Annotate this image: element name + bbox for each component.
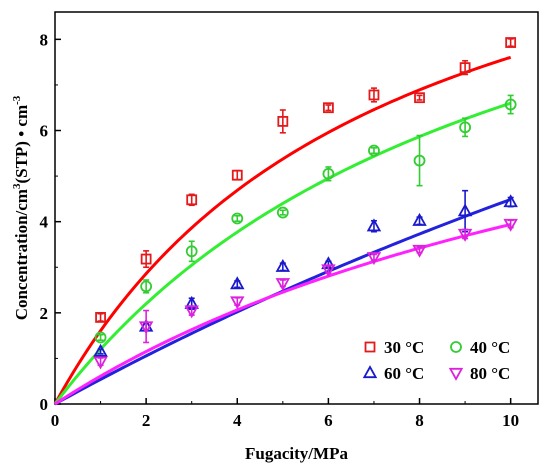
legend-label: 80 °C bbox=[470, 364, 510, 383]
data-point bbox=[186, 194, 198, 206]
y-axis-title-sup2: -3 bbox=[11, 95, 23, 105]
x-axis-title: Fugacity/MPa bbox=[245, 444, 348, 463]
data-point bbox=[459, 121, 471, 134]
fit-curve bbox=[53, 55, 512, 405]
y-tick-label: 6 bbox=[40, 122, 49, 141]
legend: 30 °C 40 °C 60 °C 80 °C bbox=[362, 338, 510, 383]
legend-marker bbox=[450, 341, 462, 353]
data-point bbox=[184, 305, 199, 319]
y-tick-label: 0 bbox=[40, 395, 49, 414]
fit-curve bbox=[54, 222, 512, 406]
data-point bbox=[503, 194, 518, 208]
axes bbox=[54, 11, 539, 405]
x-tick-label: 4 bbox=[233, 411, 242, 430]
y-axis-title: Concentration/cm3(STP) • cm-3 bbox=[11, 95, 31, 320]
data-point bbox=[230, 276, 245, 290]
data-point bbox=[457, 203, 473, 217]
data-point bbox=[459, 62, 471, 74]
fit-curves bbox=[53, 55, 512, 406]
data-points bbox=[93, 37, 518, 370]
data-point bbox=[140, 253, 152, 265]
data-point bbox=[412, 212, 427, 226]
data-point bbox=[413, 154, 426, 167]
data-point bbox=[140, 280, 153, 293]
data-point bbox=[368, 89, 380, 101]
data-point bbox=[322, 102, 334, 114]
data-point bbox=[94, 331, 107, 344]
data-point bbox=[276, 206, 289, 219]
data-point bbox=[231, 212, 244, 225]
legend-label: 30 °C bbox=[384, 338, 424, 357]
data-point bbox=[412, 244, 427, 258]
data-point bbox=[366, 252, 382, 266]
data-point bbox=[275, 258, 291, 272]
legend-marker bbox=[364, 341, 376, 353]
data-point bbox=[138, 321, 154, 335]
data-point bbox=[322, 167, 335, 180]
data-point bbox=[185, 245, 198, 258]
data-point bbox=[504, 98, 517, 111]
data-point bbox=[230, 296, 245, 310]
x-tick-label: 10 bbox=[502, 411, 519, 430]
data-point bbox=[414, 92, 425, 104]
data-point bbox=[277, 115, 289, 127]
x-tick-label: 8 bbox=[415, 411, 424, 430]
y-axis-title-sup1: 3 bbox=[11, 183, 23, 189]
x-tick-label: 2 bbox=[142, 411, 151, 430]
y-axis-title-part2: (STP) • cm bbox=[12, 105, 31, 184]
data-point bbox=[368, 144, 380, 157]
data-point bbox=[231, 169, 243, 181]
data-point bbox=[505, 37, 517, 48]
fit-curve bbox=[53, 101, 512, 405]
data-point bbox=[503, 218, 518, 232]
y-axis-title-part1: Concentration/cm bbox=[12, 189, 31, 320]
y-tick-label: 8 bbox=[40, 30, 49, 49]
data-point bbox=[366, 218, 382, 232]
plot-frame bbox=[54, 11, 539, 405]
legend-label: 40 °C bbox=[470, 338, 510, 357]
legend-marker bbox=[362, 365, 378, 379]
ticks: 0 2 4 6 8 10 0 2 4 6 8 bbox=[40, 30, 520, 430]
y-tick-label: 4 bbox=[40, 213, 49, 232]
data-point bbox=[275, 278, 291, 292]
data-point bbox=[93, 356, 108, 370]
legend-label: 60 °C bbox=[384, 364, 424, 383]
x-tick-label: 0 bbox=[51, 411, 60, 430]
x-tick-label: 6 bbox=[324, 411, 333, 430]
y-tick-label: 2 bbox=[40, 304, 49, 323]
data-point bbox=[457, 228, 473, 242]
data-point bbox=[93, 343, 108, 357]
legend-marker bbox=[448, 367, 464, 381]
data-point bbox=[321, 264, 336, 278]
data-point bbox=[95, 311, 106, 323]
